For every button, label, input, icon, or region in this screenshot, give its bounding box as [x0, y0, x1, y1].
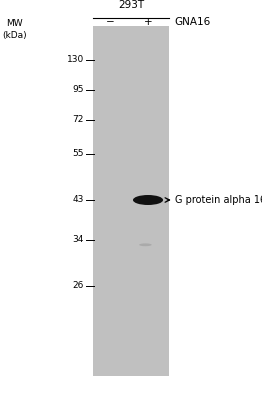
Text: 43: 43 — [73, 196, 84, 204]
Ellipse shape — [133, 195, 163, 205]
Text: G protein alpha 16: G protein alpha 16 — [175, 195, 262, 205]
Text: 72: 72 — [73, 116, 84, 124]
Bar — [93, 26, 169, 376]
Text: 95: 95 — [72, 86, 84, 94]
Text: −: − — [106, 17, 114, 27]
Text: (kDa): (kDa) — [2, 31, 27, 40]
Text: 26: 26 — [73, 282, 84, 290]
Text: +: + — [144, 17, 152, 27]
Ellipse shape — [139, 243, 152, 246]
Text: 34: 34 — [73, 236, 84, 244]
Text: 130: 130 — [67, 56, 84, 64]
Text: 293T: 293T — [118, 0, 144, 10]
Text: GNA16: GNA16 — [174, 17, 210, 27]
Text: MW: MW — [6, 19, 23, 28]
Text: 55: 55 — [72, 150, 84, 158]
